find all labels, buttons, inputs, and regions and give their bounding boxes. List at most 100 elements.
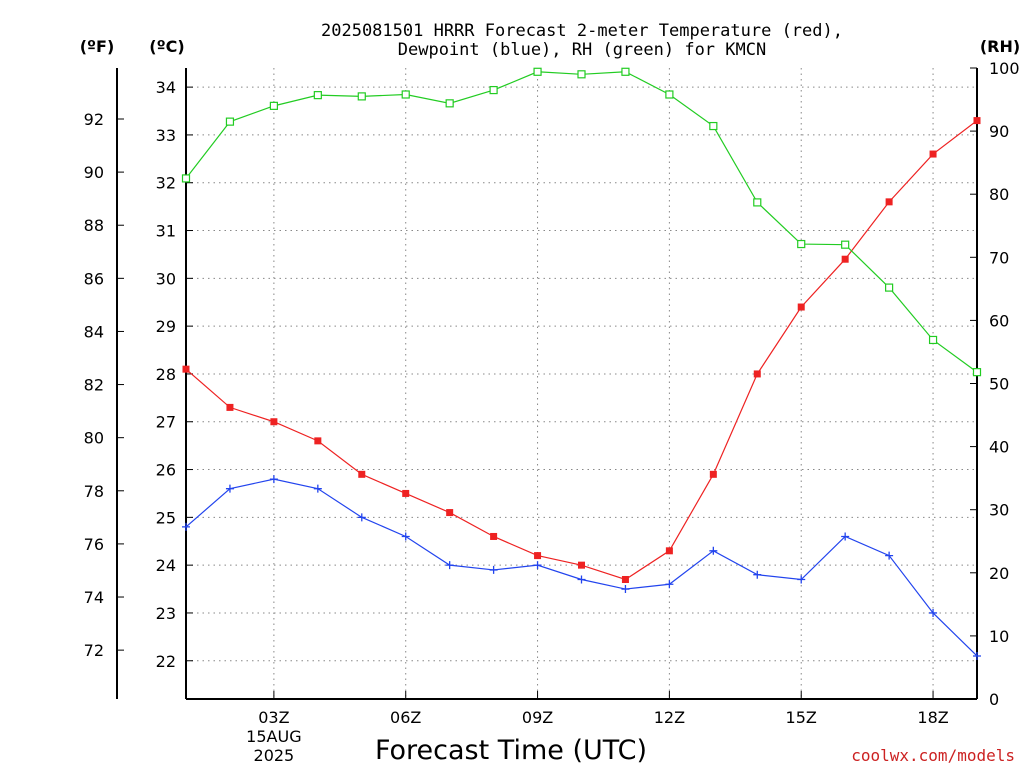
rh-point xyxy=(181,174,191,183)
x-tick-date-label: 15AUG xyxy=(246,727,301,746)
dewpoint-point xyxy=(357,513,366,522)
fahrenheit-tick-label: 76 xyxy=(84,535,104,554)
x-tick-year-label: 2025 xyxy=(254,746,295,765)
data-series xyxy=(181,67,982,660)
celsius-axis-ticks: 22 23 24 25 26 27 28 29 30 31 32 33 34 xyxy=(156,78,193,671)
temperature-point xyxy=(621,575,629,583)
celsius-tick-label: 34 xyxy=(156,78,176,97)
celsius-tick-label: 25 xyxy=(156,508,176,527)
celsius-unit-label: (ºC) xyxy=(149,37,184,56)
rh-tick-label: 30 xyxy=(989,501,1009,520)
temperature-point xyxy=(314,437,322,445)
grid-lines xyxy=(186,68,977,699)
dewpoint-point xyxy=(225,484,234,493)
rh-point xyxy=(709,121,718,131)
rh-point xyxy=(972,368,982,377)
fahrenheit-tick-label: 72 xyxy=(84,641,104,660)
rh-point xyxy=(621,67,630,76)
rh-tick-label: 20 xyxy=(989,564,1009,583)
x-tick-label: 12Z xyxy=(654,708,685,727)
rh-point xyxy=(928,335,938,345)
x-tick-label: 09Z xyxy=(522,708,553,727)
celsius-tick-label: 33 xyxy=(156,126,176,145)
dewpoint-point xyxy=(841,532,850,541)
rh-point xyxy=(269,101,278,110)
rh-point xyxy=(533,67,542,76)
dewpoint-point xyxy=(929,608,938,617)
fahrenheit-unit-label: (ºF) xyxy=(80,37,115,56)
watermark: coolwx.com/models xyxy=(851,746,1015,765)
series-temperature xyxy=(182,117,981,583)
dewpoint-point xyxy=(182,522,190,531)
celsius-tick-label: 32 xyxy=(156,174,176,193)
rh-tick-label: 40 xyxy=(989,438,1009,457)
rh-axis-ticks: 0 10 20 30 40 50 60 70 80 90 100 xyxy=(970,59,1020,709)
temperature-point xyxy=(358,470,366,478)
rh-point xyxy=(665,90,674,99)
temperature-line xyxy=(185,120,978,581)
rh-point xyxy=(489,85,498,95)
temperature-point xyxy=(709,470,717,478)
dewpoint-point xyxy=(973,651,981,660)
rh-tick-label: 70 xyxy=(989,248,1009,267)
celsius-tick-label: 29 xyxy=(156,317,176,336)
temperature-point xyxy=(797,303,805,311)
dewpoint-point xyxy=(533,561,542,570)
temperature-point xyxy=(973,117,981,125)
temperature-point xyxy=(534,552,542,560)
chart-title-line2: Dewpoint (blue), RH (green) for KMCN xyxy=(398,40,766,60)
rh-point xyxy=(445,99,454,108)
fahrenheit-tick-label: 90 xyxy=(84,163,104,182)
temperature-point xyxy=(182,365,190,373)
celsius-tick-label: 31 xyxy=(156,222,176,241)
fahrenheit-tick-label: 74 xyxy=(84,588,104,607)
rh-point xyxy=(885,283,894,292)
dewpoint-point xyxy=(885,551,894,560)
temperature-point xyxy=(929,150,937,158)
dewpoint-point xyxy=(445,561,454,570)
temperature-point xyxy=(490,532,498,540)
x-tick-label: 06Z xyxy=(390,708,421,727)
fahrenheit-tick-label: 84 xyxy=(84,322,104,341)
dewpoint-point xyxy=(665,580,674,589)
fahrenheit-axis-ticks: 72 74 76 78 80 82 84 86 88 90 92 xyxy=(84,110,124,660)
temperature-point xyxy=(226,403,234,411)
fahrenheit-tick-label: 80 xyxy=(84,429,104,448)
rh-tick-label: 100 xyxy=(989,59,1020,78)
dewpoint-point xyxy=(489,565,498,574)
temperature-point xyxy=(753,370,761,378)
dewpoint-point xyxy=(401,532,410,541)
rh-line xyxy=(185,71,978,373)
x-tick-label: 15Z xyxy=(786,708,817,727)
rh-point xyxy=(401,90,410,99)
temperature-point xyxy=(885,198,893,206)
rh-point xyxy=(577,70,586,79)
dewpoint-point xyxy=(753,570,762,579)
rh-point xyxy=(313,91,322,100)
dewpoint-point xyxy=(269,475,278,484)
dewpoint-point xyxy=(313,484,322,493)
celsius-tick-label: 27 xyxy=(156,413,176,432)
rh-tick-label: 10 xyxy=(989,627,1009,646)
rh-tick-label: 80 xyxy=(989,185,1009,204)
x-axis-title: Forecast Time (UTC) xyxy=(375,735,647,766)
fahrenheit-tick-label: 92 xyxy=(84,110,104,129)
dewpoint-point xyxy=(621,585,630,594)
dewpoint-point xyxy=(577,575,586,584)
x-tick-label: 18Z xyxy=(917,708,948,727)
temperature-point xyxy=(665,547,673,555)
rh-point xyxy=(225,117,235,126)
rh-point xyxy=(753,198,762,207)
chart-title-line1: 2025081501 HRRR Forecast 2-meter Tempera… xyxy=(321,21,843,41)
series-rh xyxy=(181,67,982,377)
rh-tick-label: 90 xyxy=(989,122,1009,141)
fahrenheit-tick-label: 86 xyxy=(84,269,104,288)
rh-point xyxy=(841,240,850,249)
rh-tick-label: 50 xyxy=(989,375,1009,394)
fahrenheit-tick-label: 78 xyxy=(84,482,104,501)
dewpoint-point xyxy=(709,546,718,555)
fahrenheit-tick-label: 82 xyxy=(84,376,104,395)
celsius-tick-label: 24 xyxy=(156,556,176,575)
